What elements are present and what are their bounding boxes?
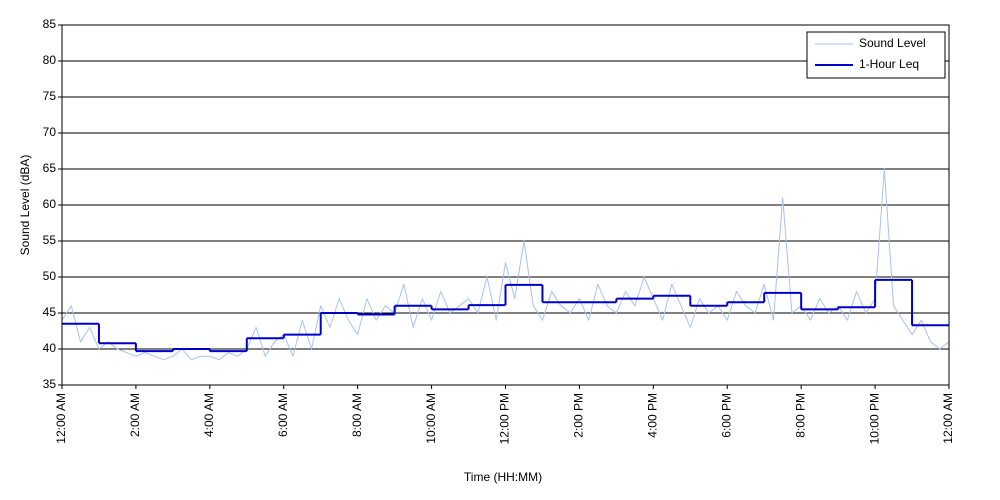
y-axis-label: Sound Level (dBA) — [18, 155, 32, 256]
x-tick-label: 4:00 PM — [646, 393, 660, 438]
x-tick-label: 8:00 AM — [350, 393, 364, 437]
x-axis-label: Time (HH:MM) — [464, 470, 542, 484]
x-tick-label: 10:00 AM — [424, 393, 438, 444]
y-tick-label: 80 — [43, 53, 57, 67]
x-tick-label: 12:00 AM — [941, 393, 955, 444]
y-tick-label: 75 — [43, 89, 57, 103]
legend-label: Sound Level — [859, 36, 926, 50]
y-tick-label: 55 — [43, 233, 57, 247]
y-tick-label: 45 — [43, 305, 57, 319]
y-tick-label: 65 — [43, 161, 57, 175]
x-tick-label: 4:00 AM — [202, 393, 216, 437]
x-tick-label: 6:00 AM — [276, 393, 290, 437]
x-tick-label: 12:00 AM — [54, 393, 68, 444]
x-tick-label: 12:00 PM — [498, 393, 512, 444]
x-tick-label: 6:00 PM — [719, 393, 733, 438]
y-tick-label: 60 — [43, 197, 57, 211]
x-tick-label: 10:00 PM — [867, 393, 881, 444]
x-tick-label: 2:00 PM — [572, 393, 586, 438]
legend-box — [806, 31, 946, 79]
y-tick-label: 85 — [43, 17, 57, 31]
y-tick-label: 35 — [43, 377, 57, 391]
y-tick-label: 40 — [43, 341, 57, 355]
legend-label: 1-Hour Leq — [859, 57, 919, 71]
x-tick-label: 2:00 AM — [128, 393, 142, 437]
plot-frame — [61, 24, 950, 386]
x-tick-label: 8:00 PM — [793, 393, 807, 438]
y-tick-label: 50 — [43, 269, 57, 283]
y-tick-label: 70 — [43, 125, 57, 139]
